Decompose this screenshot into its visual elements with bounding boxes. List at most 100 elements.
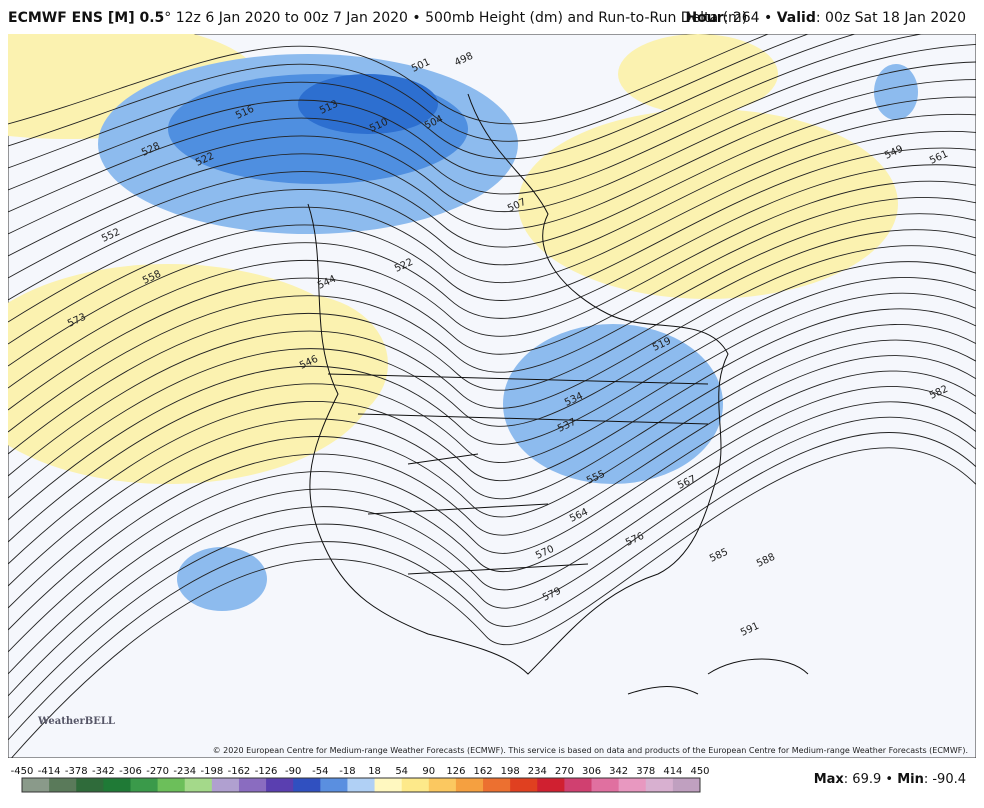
contour-line [8, 130, 976, 323]
hour-label: Hour [685, 10, 724, 26]
contour-line [8, 164, 976, 367]
contour-line [8, 34, 857, 169]
colorbar-tick-label: 342 [609, 766, 628, 777]
hour-text: : 264 • [723, 10, 777, 26]
colorbar-segment [76, 778, 104, 792]
contour-line [8, 197, 976, 411]
colorbar-tick-label: -54 [312, 766, 328, 777]
contour-line [8, 43, 976, 213]
colorbar-tick-label: -162 [228, 766, 251, 777]
colorbar-segment [347, 778, 376, 792]
contour-line [8, 229, 976, 455]
valid-info: Hour: 264 • Valid: 00z Sat 18 Jan 2020 [685, 10, 966, 26]
colorbar-segment [266, 778, 294, 792]
max-text: : 69.9 • [843, 772, 898, 787]
contour-line [8, 79, 976, 257]
header: ECMWF ENS [M] 0.5° 12z 6 Jan 2020 to 00z… [8, 10, 976, 26]
contour-line [8, 292, 976, 543]
colorbar-tick-label: -126 [255, 766, 278, 777]
contour-line [8, 416, 976, 719]
description: ° 12z 6 Jan 2020 to 00z 7 Jan 2020 • 500… [164, 10, 748, 26]
colorbar-segment [618, 778, 647, 792]
contour-line [8, 34, 770, 125]
height-contours [8, 34, 976, 758]
colorbar-segment [49, 778, 77, 792]
colorbar-tick-label: -90 [285, 766, 301, 777]
colorbar-tick-label: -450 [11, 766, 34, 777]
colorbar-tick-label: -378 [65, 766, 88, 777]
colorbar-tick-label: 378 [636, 766, 655, 777]
colorbar-segment [455, 778, 484, 792]
colorbar-segment [510, 778, 538, 792]
contour-line [8, 213, 976, 433]
colorbar-tick-label: -414 [38, 766, 61, 777]
contour-line [8, 308, 976, 565]
contour-line [8, 324, 976, 587]
colorbar-segment [428, 778, 457, 792]
colorbar-segment [401, 778, 430, 792]
contour-line [8, 34, 810, 147]
colorbar-segment [564, 778, 593, 792]
colorbar-tick-label: 90 [422, 766, 435, 777]
colorbar-tick-label: 306 [582, 766, 601, 777]
contour-line [10, 447, 976, 758]
max-label: Max [813, 772, 844, 787]
colorbar-tick-label: -306 [119, 766, 142, 777]
model: ECMWF ENS [M] 0.5 [8, 10, 165, 26]
colorbar-segment [293, 778, 321, 792]
min-text: : -90.4 [923, 772, 966, 787]
valid-label: Valid [776, 10, 816, 26]
colorbar-segment [537, 778, 565, 792]
colorbar: -450 -414 -378 -342 -306 -270 -234 -198 -162 -126… [11, 766, 710, 793]
colorbar-tick-label: -234 [173, 766, 196, 777]
valid-text: : 00z Sat 18 Jan 2020 [815, 10, 966, 26]
contour-line [8, 339, 976, 609]
contour-line [8, 96, 976, 279]
colorbar-tick-label: 414 [663, 766, 682, 777]
contour-line [8, 261, 976, 499]
colorbar-segment [374, 778, 403, 792]
contour-line [8, 370, 976, 653]
contour-line [8, 180, 976, 389]
colorbar-tick-label: -198 [200, 766, 223, 777]
contour-line [8, 401, 976, 697]
contour-line [8, 386, 976, 675]
colorbar-segment [184, 778, 213, 792]
colorbar-tick-label: 450 [690, 766, 709, 777]
contour-line [8, 432, 976, 741]
colorbar-segment [103, 778, 131, 792]
colorbar-segment [238, 778, 267, 792]
colorbar-segment [130, 778, 159, 792]
colorbar-tick-label: -18 [339, 766, 355, 777]
coastlines [307, 93, 809, 695]
contour-line [8, 113, 976, 301]
colorbar-tick-label: 234 [528, 766, 547, 777]
colorbar-tick-label: 270 [555, 766, 574, 777]
colorbar-border [21, 777, 701, 793]
colorbar-tick-label: 18 [368, 766, 381, 777]
colorbar-segment [320, 778, 348, 792]
colorbar-segment [211, 778, 240, 792]
colorbar-segment [591, 778, 620, 792]
colorbar-tick-label: -342 [92, 766, 115, 777]
colorbar-segment [645, 778, 674, 792]
contour-line [8, 34, 924, 191]
footer: Max: 69.9 • Min: -90.4 [814, 772, 966, 787]
colorbar-tick-label: -270 [146, 766, 169, 777]
colorbar-tick-label: 126 [446, 766, 465, 777]
colorbar-tick-label: 198 [501, 766, 520, 777]
contour-line [8, 147, 976, 345]
contour-line [8, 61, 976, 235]
contour-line [8, 245, 976, 477]
contour-line [8, 355, 976, 631]
colorbar-segment [157, 778, 186, 792]
logo: WeatherBELL [38, 716, 115, 727]
contour-line [8, 277, 976, 521]
colorbar-segment [672, 778, 701, 792]
copyright: © 2020 European Centre for Medium-range … [212, 746, 968, 755]
colorbar-segment [483, 778, 511, 792]
colorbar-tick-label: 162 [473, 766, 492, 777]
colorbar-segment [22, 778, 50, 792]
